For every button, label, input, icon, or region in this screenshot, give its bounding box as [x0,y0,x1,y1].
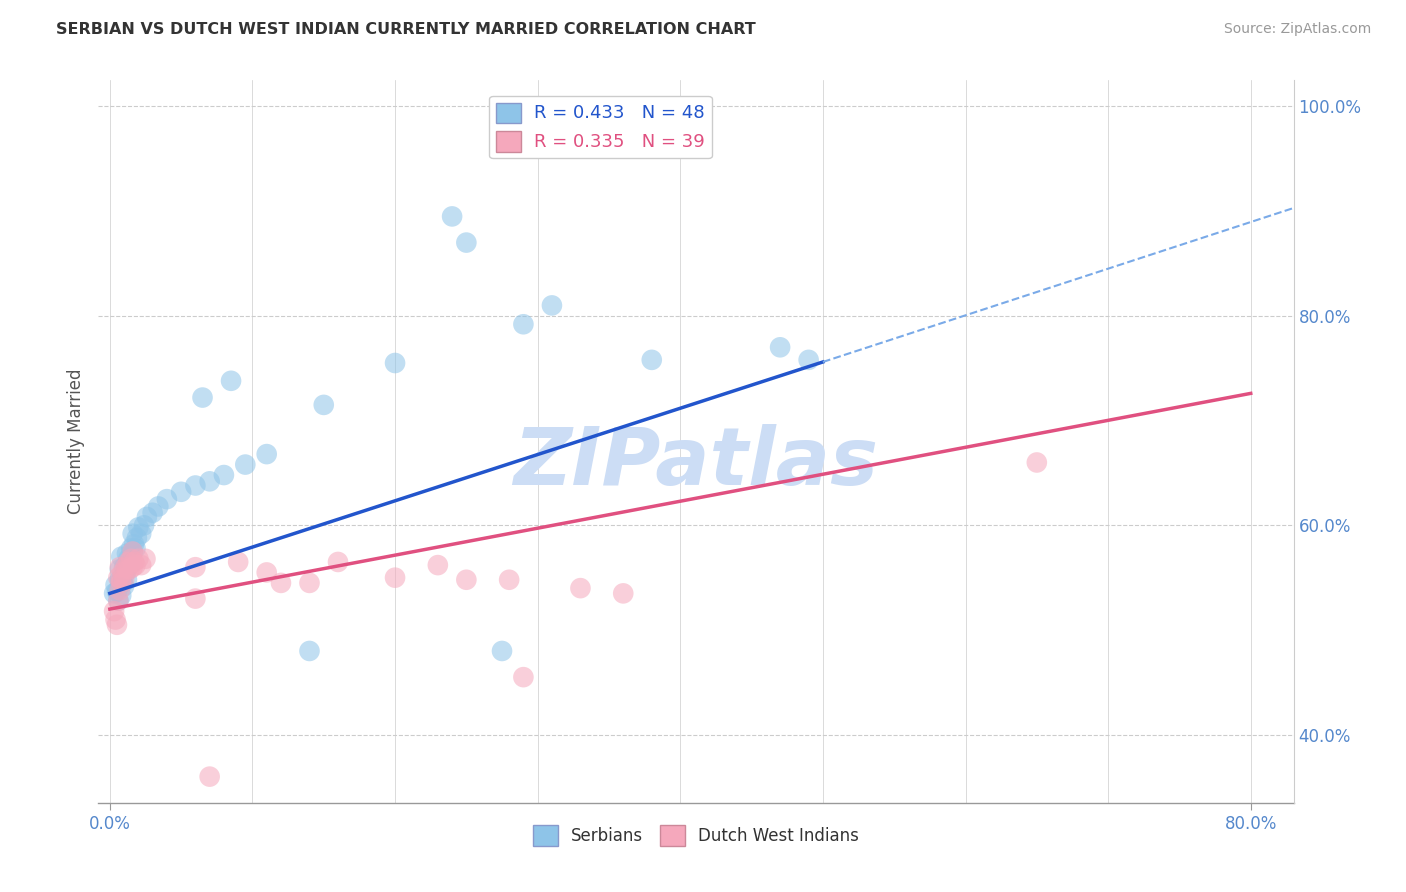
Point [107,571,129,585]
Point [156,492,179,507]
Point [212,468,235,483]
Y-axis label: Currently Married: Currently Married [66,368,84,515]
Point [384,356,406,370]
Point [110,549,132,564]
Point [122,537,145,551]
Point [184,591,207,606]
Point [326,555,349,569]
Point [115,562,138,576]
Point [198,475,221,489]
Point [115,547,138,561]
Point [491,644,513,658]
Point [104,578,127,592]
Point [219,374,242,388]
Point [112,573,135,587]
Point [256,566,278,580]
Text: ZIPatlas: ZIPatlas [513,425,879,502]
Point [512,318,534,332]
Point [121,560,143,574]
Point [122,555,145,569]
Point [114,566,136,580]
Point [142,506,165,520]
Point [121,544,143,558]
Point [1025,455,1047,469]
Text: SERBIAN VS DUTCH WEST INDIAN CURRENTLY MARRIED CORRELATION CHART: SERBIAN VS DUTCH WEST INDIAN CURRENTLY M… [56,22,756,37]
Point [105,617,128,632]
Point [111,575,134,590]
Point [104,613,127,627]
Point [124,541,146,556]
Point [170,484,193,499]
Point [191,391,214,405]
Point [184,478,207,492]
Point [135,510,157,524]
Point [118,558,141,573]
Point [312,398,335,412]
Point [117,551,139,566]
Point [108,560,131,574]
Point [108,573,131,587]
Point [769,340,792,354]
Point [115,573,138,587]
Point [498,573,520,587]
Point [127,551,149,566]
Point [384,571,406,585]
Point [256,447,278,461]
Point [120,551,142,566]
Point [198,770,221,784]
Point [120,541,142,556]
Point [426,558,449,573]
Point [298,644,321,658]
Point [226,555,249,569]
Point [797,352,820,367]
Point [124,558,146,573]
Point [129,526,152,541]
Point [105,584,128,599]
Point [121,526,143,541]
Point [103,586,125,600]
Point [110,575,132,590]
Point [512,670,534,684]
Point [134,551,156,566]
Point [108,562,131,576]
Point [148,500,170,514]
Point [132,518,155,533]
Point [108,583,131,598]
Point [541,298,564,312]
Point [110,573,132,587]
Point [103,604,125,618]
Point [127,520,149,534]
Point [569,581,592,595]
Point [456,573,478,587]
Point [118,562,141,576]
Point [107,593,129,607]
Point [117,555,139,569]
Point [270,575,292,590]
Point [456,235,478,250]
Point [112,560,135,574]
Point [112,579,135,593]
Point [184,560,207,574]
Point [441,210,464,224]
Point [129,558,152,573]
Point [121,544,143,558]
Legend: Serbians, Dutch West Indians: Serbians, Dutch West Indians [526,819,866,852]
Point [641,352,664,367]
Point [107,593,129,607]
Point [233,458,256,472]
Point [110,589,132,603]
Point [125,531,148,545]
Point [114,560,136,574]
Text: Source: ZipAtlas.com: Source: ZipAtlas.com [1223,22,1371,37]
Point [612,586,634,600]
Point [298,575,321,590]
Point [111,566,134,580]
